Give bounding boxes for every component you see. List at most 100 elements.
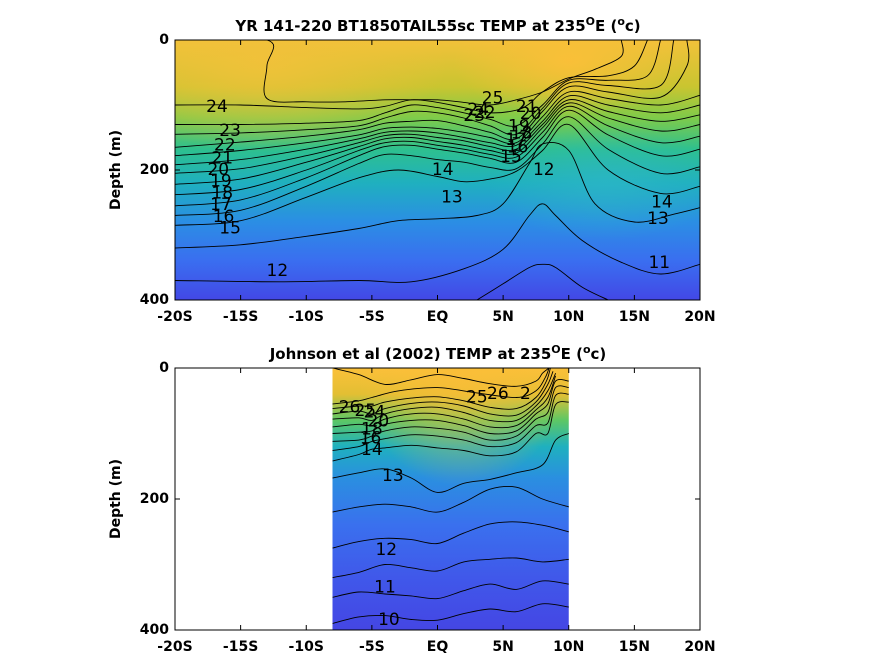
bottom-title-main: Johnson et al (2002) TEMP at 235 — [269, 345, 552, 363]
top-x-tick-label: 15N — [619, 309, 650, 325]
top-contour-label: 24 — [206, 97, 228, 117]
bottom-contour-label: 14 — [361, 440, 383, 460]
top-contour-line — [175, 105, 700, 196]
top-contour-label: 20 — [207, 160, 229, 180]
bottom-x-tick-label: 15N — [619, 639, 650, 655]
top-contour-labels: 2423222120191817161514131212111413252423… — [206, 89, 673, 281]
top-contour-line — [175, 40, 675, 136]
top-contour-label: 23 — [219, 121, 241, 141]
top-title-end: c) — [625, 17, 641, 35]
top-contour-label: 14 — [432, 160, 454, 180]
bottom-contour-label: 26 — [339, 397, 361, 417]
top-contour-label: 24 — [467, 100, 489, 120]
top-contour-label: 16 — [213, 207, 235, 227]
bottom-contour-line — [332, 603, 569, 624]
top-contour-line — [175, 142, 700, 249]
top-contour-label: 21 — [516, 97, 538, 117]
bottom-contour-label: 20 — [368, 412, 390, 432]
bottom-contour-label: 12 — [375, 540, 397, 560]
bottom-contour-line — [332, 521, 569, 549]
top-contour-label: 21 — [211, 148, 233, 168]
top-contour-line — [476, 263, 609, 300]
bottom-x-tick-label: 20N — [684, 639, 715, 655]
top-x-axis: -20S -15S -10S -5S EQ 5N 10N 15N 20N — [157, 40, 716, 325]
top-contour-line — [175, 99, 700, 174]
top-color-field-mid-right — [175, 40, 700, 300]
bottom-panel-field — [332, 368, 570, 630]
bottom-x-tick-label: 5N — [492, 639, 513, 655]
top-y-axis: 0 200 400 — [140, 32, 700, 308]
top-contour-line — [175, 40, 648, 114]
bottom-x-tick-label: EQ — [427, 639, 449, 655]
top-contour-line — [175, 116, 700, 216]
top-contour-label: 12 — [533, 160, 555, 180]
bottom-contour-line — [332, 580, 569, 600]
top-contours — [175, 40, 700, 300]
top-title-degree-mark: O — [586, 15, 595, 28]
top-x-tick-label: 5N — [492, 309, 513, 325]
bottom-contour-line — [332, 368, 550, 387]
bottom-title-end: c) — [591, 345, 607, 363]
bottom-contour-label: 26 — [487, 384, 509, 404]
top-contour-line — [175, 94, 700, 166]
top-y-axis-label: Depth (m) — [108, 130, 124, 210]
top-contour-label: 15 — [500, 147, 522, 167]
bottom-contour-line — [332, 486, 569, 513]
bottom-contour-line — [332, 378, 569, 435]
top-panel-field — [175, 40, 700, 300]
bottom-contour-line — [332, 433, 570, 493]
bottom-contour-label: 10 — [378, 610, 400, 630]
bottom-contour-label: 25 — [354, 401, 376, 421]
top-contour-label: 22 — [474, 103, 496, 123]
top-contour-label: 18 — [511, 124, 533, 144]
bottom-y-axis: 0 200 400 — [140, 360, 700, 638]
bottom-x-tick-label: -5S — [359, 639, 385, 655]
top-contour-label: 20 — [520, 104, 542, 124]
bottom-y-tick-label: 0 — [159, 360, 169, 376]
bottom-y-axis-label: Depth (m) — [108, 459, 124, 539]
top-title-mid: E ( — [595, 17, 617, 35]
top-contour-label: 23 — [463, 106, 485, 126]
top-contour-label: 17 — [210, 195, 232, 215]
bottom-x-axis: -20S -15S -10S -5S EQ 5N 10N 15N 20N — [157, 368, 716, 655]
bottom-title-unit-mark: o — [583, 343, 591, 356]
top-y-tick-label: 400 — [140, 292, 169, 308]
top-x-tick-label: 20N — [684, 309, 715, 325]
bottom-contour-label: 2 — [520, 384, 531, 404]
top-contour-label: 12 — [267, 261, 289, 281]
top-contour-label: 14 — [651, 193, 673, 213]
top-contour-line — [175, 40, 690, 148]
top-contour-line — [175, 40, 662, 127]
top-contour-label: 13 — [647, 209, 669, 229]
top-contour-label: 22 — [214, 135, 236, 155]
bottom-contours — [332, 368, 570, 624]
bottom-y-tick-label: 200 — [140, 491, 169, 507]
bottom-contour-line — [332, 373, 557, 423]
top-panel: 2423222120191817161514131212111413252423… — [108, 15, 716, 325]
top-contour-label: 15 — [219, 219, 241, 239]
top-title-unit-mark: o — [617, 15, 625, 28]
top-x-tick-label: -10S — [289, 309, 324, 325]
bottom-contour-label: 16 — [360, 429, 382, 449]
bottom-contour-line — [332, 368, 551, 410]
bottom-contour-label: 11 — [374, 577, 396, 597]
top-contour-line — [175, 90, 700, 157]
top-contour-label: 19 — [210, 172, 232, 192]
top-contour-label: 25 — [482, 89, 504, 109]
bottom-contour-label: 18 — [361, 420, 383, 440]
top-y-tick-label: 200 — [140, 162, 169, 178]
bottom-contour-line — [332, 375, 557, 429]
top-chart-title: YR 141-220 BT1850TAIL55sc TEMP at 235OE … — [234, 15, 640, 35]
top-contour-label: 19 — [508, 116, 530, 136]
bottom-y-tick-label: 400 — [140, 622, 169, 638]
top-x-tick-label: EQ — [427, 309, 449, 325]
top-contour-label: 13 — [441, 187, 463, 207]
top-contour-label: 18 — [211, 183, 233, 203]
bottom-contour-line — [332, 392, 569, 451]
top-y-tick-label: 0 — [159, 32, 169, 48]
bottom-contour-label: 25 — [466, 387, 488, 407]
top-contour-line — [175, 123, 700, 226]
top-contour-line — [175, 203, 700, 283]
top-contour-label: 17 — [505, 130, 527, 150]
